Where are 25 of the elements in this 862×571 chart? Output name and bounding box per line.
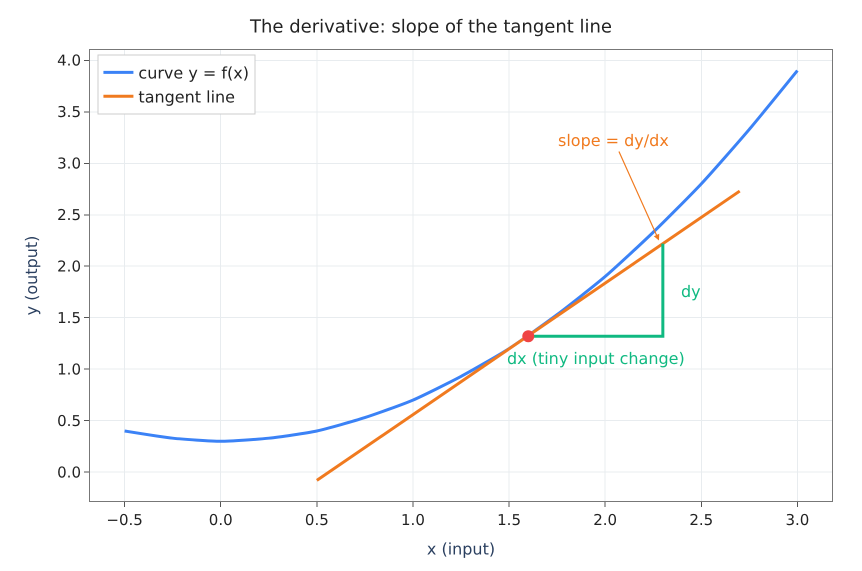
y-tick-label: 2.0 [57,257,81,276]
annotation: dy [681,282,701,301]
x-tick-label: 1.5 [497,511,521,529]
y-tick-label: 0.0 [57,463,81,482]
y-tick-label: 4.0 [57,52,81,70]
y-tick-label: 1.5 [57,308,81,327]
y-tick-label: 0.5 [57,412,81,430]
y-axis-title: y (output) [22,236,42,316]
legend-label: curve y = f(x) [138,64,249,83]
x-tick-label: 0.5 [304,511,329,529]
y-tick-label: 1.0 [57,360,81,378]
x-tick-label: −0.5 [106,511,143,529]
chart-title: The derivative: slope of the tangent line [249,16,612,38]
annotation: slope = dy/dx [558,131,669,150]
x-axis-title: x (input) [426,540,496,559]
x-tick-label: 2.0 [593,511,618,529]
x-tick-label: 1.0 [401,511,425,529]
x-tick-label: 0.0 [208,511,233,529]
x-tick-label: 3.0 [785,511,810,529]
annotation: dx (tiny input change) [507,349,685,368]
y-tick-label: 3.5 [57,103,81,122]
y-tick-label: 2.5 [57,206,81,224]
x-tick-label: 2.5 [689,511,714,529]
y-tick-label: 3.0 [57,154,81,173]
legend-label: tangent line [138,87,236,106]
